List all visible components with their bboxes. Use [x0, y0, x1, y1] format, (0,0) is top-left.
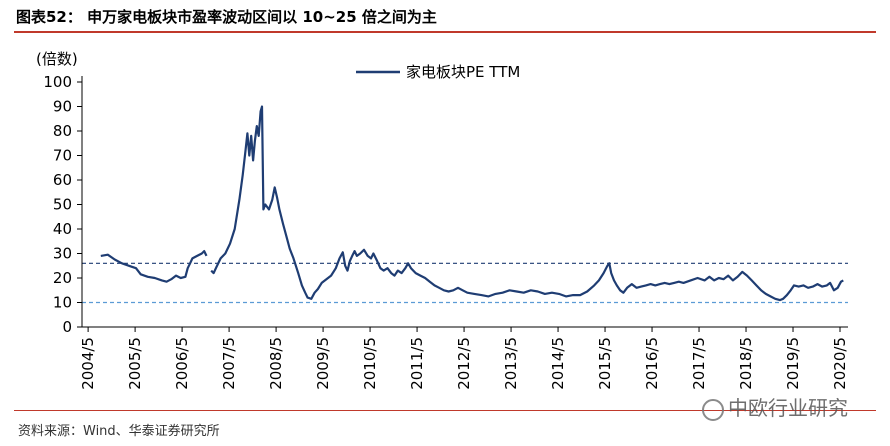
y-tick-label-30: 30 — [53, 245, 72, 263]
x-tick-label-2004/5: 2004/5 — [79, 337, 97, 390]
x-tick-label-2009/5: 2009/5 — [314, 337, 332, 390]
wechat-icon — [702, 398, 724, 421]
legend-label: 家电板块PE TTM — [406, 63, 520, 81]
x-tick-label-2007/5: 2007/5 — [220, 337, 238, 390]
x-tick-label-2013/5: 2013/5 — [502, 337, 520, 390]
legend: 家电板块PE TTM — [356, 63, 520, 81]
x-tick-label-2019/5: 2019/5 — [784, 337, 802, 390]
x-tick-label-2005/5: 2005/5 — [126, 337, 144, 390]
x-tick-label-2008/5: 2008/5 — [267, 337, 285, 390]
y-tick-label-20: 20 — [53, 269, 72, 287]
y-tick-label-50: 50 — [53, 196, 72, 214]
y-tick-label-0: 0 — [62, 318, 72, 336]
x-tick-label-2011/5: 2011/5 — [408, 337, 426, 390]
watermark-text: 中欧行业研究 — [728, 396, 848, 420]
y-tick-label-100: 100 — [43, 73, 72, 91]
y-axis-label: (倍数) — [36, 50, 78, 68]
x-tick-label-2014/5: 2014/5 — [549, 337, 567, 390]
y-tick-label-70: 70 — [53, 147, 72, 165]
series-line-0-segment-0 — [100, 250, 208, 283]
x-tick-label-2018/5: 2018/5 — [737, 337, 755, 390]
y-tick-label-10: 10 — [53, 294, 72, 312]
x-tick-label-2016/5: 2016/5 — [643, 337, 661, 390]
x-tick-label-2010/5: 2010/5 — [361, 337, 379, 390]
watermark: 中欧行业研究 — [702, 392, 848, 421]
source-note: 资料来源：Wind、华泰证券研究所 — [18, 424, 220, 439]
x-tick-label-2012/5: 2012/5 — [455, 337, 473, 390]
x-tick-label-2017/5: 2017/5 — [690, 337, 708, 390]
series-line-0-segment-1 — [210, 105, 844, 302]
series-layer — [100, 105, 844, 302]
x-tick-label-2006/5: 2006/5 — [173, 337, 191, 390]
title-divider — [14, 31, 876, 33]
footer-divider — [14, 410, 876, 411]
figure-title: 图表52： 申万家电板块市盈率波动区间以 10~25 倍之间为主 — [16, 8, 437, 26]
y-tick-label-60: 60 — [53, 171, 72, 189]
axes: 0 10 20 30 40 50 60 70 80 90 100 2004/5 2005/5 2006/5… — [43, 73, 849, 390]
reference-lines — [82, 262, 848, 304]
x-tick-label-2015/5: 2015/5 — [596, 337, 614, 390]
y-tick-label-80: 80 — [53, 122, 72, 140]
y-tick-label-40: 40 — [53, 220, 72, 238]
x-tick-label-2020/5: 2020/5 — [831, 337, 849, 390]
y-tick-label-90: 90 — [53, 98, 72, 116]
